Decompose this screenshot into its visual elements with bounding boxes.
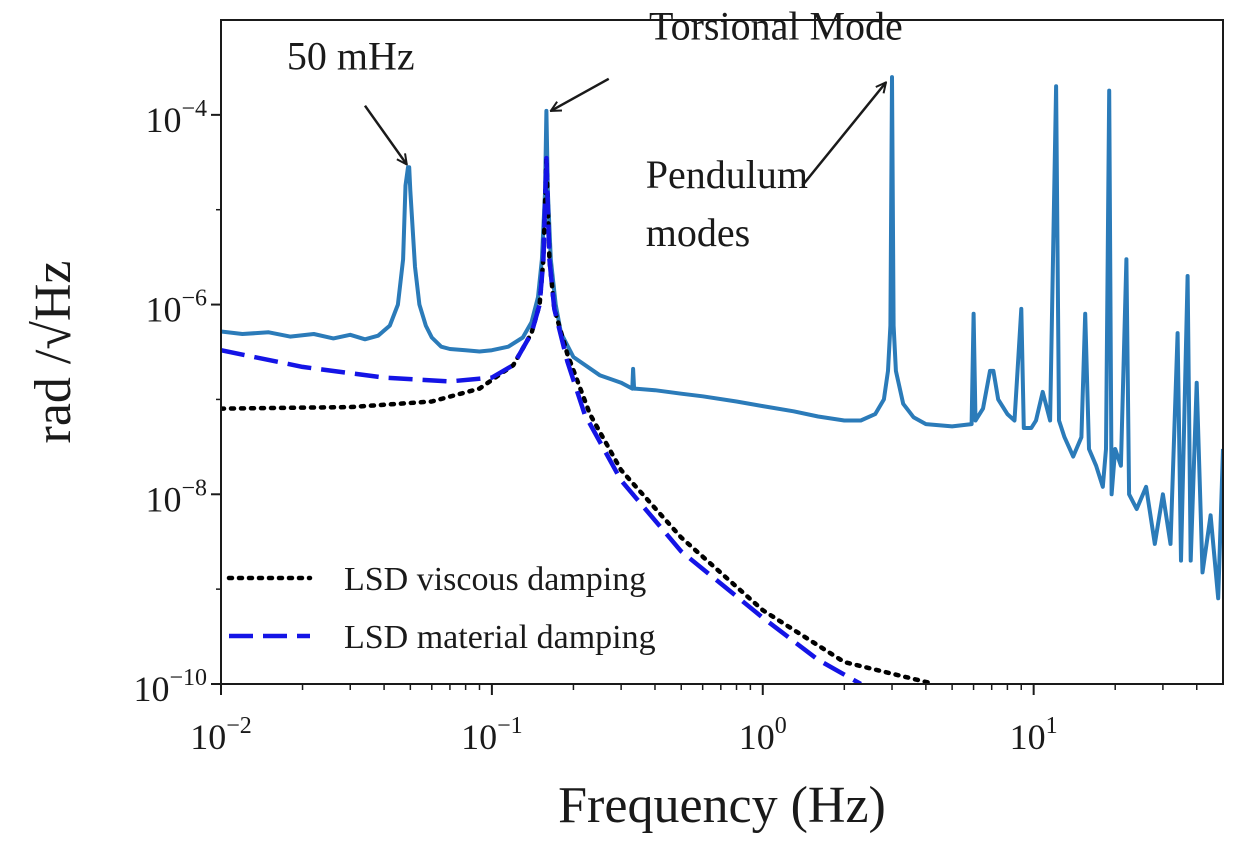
legend-label-lsd-material-damping: LSD material damping (344, 619, 656, 656)
x-tick-label: 101 (1010, 713, 1058, 757)
x-axis-label: Frequency (Hz) (558, 777, 886, 834)
y-tick-label: 10−10 (133, 665, 207, 709)
plot-frame (220, 19, 1224, 685)
series-line-lsd-material-damping (221, 155, 862, 684)
legend: LSD viscous damping LSD material damping (226, 561, 656, 656)
annotation-torsional: Torsional Mode (649, 4, 903, 49)
annotation-arrow-torsional (551, 77, 610, 113)
series-line-lsd-viscous-damping (221, 155, 937, 684)
y-tick-label: 10−4 (145, 96, 207, 140)
y-tick-label: 10−6 (145, 286, 207, 330)
ticks-group: 10−2 10−1 100 101 10−4 10−6 10−8 10−10 (133, 96, 1198, 757)
series-group (221, 75, 1223, 684)
y-axis-label: rad /√Hz (25, 260, 82, 443)
annotations-group: 50 mHz Torsional Mode Pendulum modes (287, 4, 903, 255)
x-tick-label: 10−2 (190, 713, 252, 757)
legend-label-lsd-viscous-damping: LSD viscous damping (344, 561, 646, 598)
series-line-measured-lsd (221, 75, 1223, 601)
annotation-50mhz: 50 mHz (287, 34, 415, 79)
annotation-arrow-50mhz (363, 104, 407, 165)
x-tick-label: 10−1 (461, 713, 523, 757)
x-tick-label: 100 (739, 713, 787, 757)
y-tick-label: 10−8 (145, 475, 207, 519)
annotation-pendulum: Pendulum modes (646, 152, 808, 255)
annotation-arrow-pendulum (801, 82, 886, 187)
